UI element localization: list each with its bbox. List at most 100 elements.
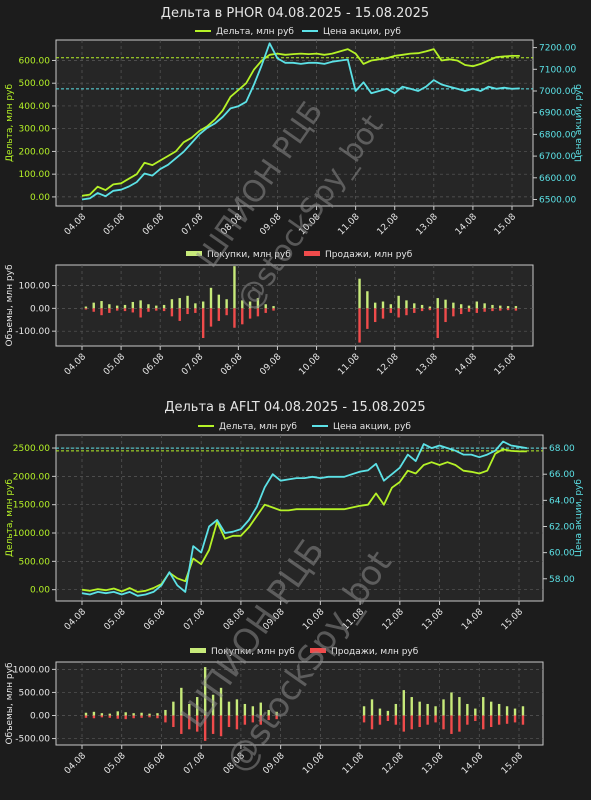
y-tick-label: 0.00 xyxy=(30,711,50,721)
buy-bar xyxy=(256,298,260,309)
buy-bar xyxy=(235,699,239,716)
sell-bar xyxy=(219,715,223,737)
buy-bar xyxy=(405,300,408,309)
y-axis-label: Объемы, млн руб xyxy=(5,662,15,744)
buy-bar xyxy=(267,709,270,716)
y2-tick-label: 6600.00 xyxy=(539,174,576,184)
buy-bar xyxy=(413,303,416,309)
buy-bar xyxy=(194,303,197,309)
buy-bar xyxy=(452,302,455,309)
y2-tick-label: 64.00 xyxy=(549,496,575,506)
buy-bar xyxy=(386,710,390,716)
buy-bar xyxy=(436,298,439,309)
y2-tick-label: 6900.00 xyxy=(539,109,576,119)
buy-bar xyxy=(389,304,393,309)
sell-bar xyxy=(115,308,119,311)
plot-area xyxy=(55,661,544,746)
sell-bar xyxy=(474,715,477,722)
sell-bar xyxy=(436,308,439,339)
sell-bar xyxy=(267,715,270,721)
buy-bar xyxy=(156,713,159,716)
y-tick-label: -500.00 xyxy=(15,735,50,745)
sell-bar xyxy=(458,715,461,732)
buy-bar xyxy=(521,706,525,716)
y-tick-label: 100.00 xyxy=(19,170,51,180)
y-tick-label: 100.00 xyxy=(19,282,51,292)
sell-bar xyxy=(251,715,255,723)
buy-bar xyxy=(442,699,445,716)
y2-tick-label: 6700.00 xyxy=(539,152,576,162)
sell-bar xyxy=(434,715,437,723)
buy-bar xyxy=(358,278,361,309)
sell-bar xyxy=(162,308,166,312)
y-axis-label: Дельта, млн руб xyxy=(5,479,15,557)
buy-bar xyxy=(483,303,486,309)
buy-bar xyxy=(466,703,469,716)
delta-series-line xyxy=(81,448,527,593)
y-tick-label: 1500.00 xyxy=(13,501,50,511)
sell-bar xyxy=(366,308,369,329)
sell-bar xyxy=(444,308,447,323)
buy-bar xyxy=(482,697,485,716)
buy-bar xyxy=(196,697,199,716)
buy-bar xyxy=(84,712,88,716)
sell-bar xyxy=(164,715,167,723)
sell-bar xyxy=(100,308,103,316)
sell-bar xyxy=(92,715,96,719)
plot-area xyxy=(55,434,544,602)
sell-bar xyxy=(188,715,191,730)
y-tick-label: 200.00 xyxy=(19,147,51,157)
buy-bar xyxy=(402,690,405,716)
sell-bar xyxy=(148,715,151,718)
sell-bar xyxy=(132,715,135,719)
buy-bar xyxy=(148,713,151,716)
sell-bar xyxy=(521,715,525,725)
sell-bar xyxy=(370,715,374,730)
sell-bar xyxy=(450,715,453,734)
sell-bar xyxy=(467,308,471,312)
phor-chart-title: Дельта в PHOR 04.08.2025 - 15.08.2025 xyxy=(161,6,429,21)
sell-bar xyxy=(248,308,252,319)
sell-bar xyxy=(155,308,158,311)
sell-bar xyxy=(442,715,445,730)
buy-bar xyxy=(467,305,471,309)
sell-bar xyxy=(84,715,88,718)
y2-tick-label: 62.00 xyxy=(549,522,575,532)
y-tick-label: 0.00 xyxy=(30,586,50,596)
sell-bar xyxy=(92,308,95,312)
sell-bar xyxy=(235,715,239,730)
sell-bar xyxy=(499,308,502,311)
buy-bar xyxy=(241,300,244,309)
legend-swatch xyxy=(304,251,320,256)
buy-bar xyxy=(188,703,191,716)
sell-bar xyxy=(413,308,416,313)
y-tick-label: 500.00 xyxy=(19,688,51,698)
buy-bar xyxy=(428,306,432,309)
sell-bar xyxy=(483,308,486,312)
buy-bar xyxy=(410,697,413,716)
buy-bar xyxy=(514,306,518,309)
y2-tick-label: 7100.00 xyxy=(539,65,576,75)
plot-area xyxy=(55,39,534,207)
sell-bar xyxy=(386,715,390,722)
buy-bar xyxy=(381,301,385,309)
sell-bar xyxy=(225,308,228,316)
y2-tick-label: 58.00 xyxy=(549,575,575,585)
sell-bar xyxy=(201,308,205,339)
y2-tick-label: 7200.00 xyxy=(539,44,576,54)
buy-bar xyxy=(497,703,501,716)
sell-bar xyxy=(203,715,207,741)
buy-bar xyxy=(474,708,477,716)
y-tick-label: 300.00 xyxy=(19,125,51,135)
sell-bar xyxy=(506,308,510,311)
buy-bar xyxy=(178,298,181,309)
sell-bar xyxy=(505,715,509,724)
buy-bar xyxy=(131,301,135,309)
legend-swatch xyxy=(310,648,326,653)
buy-bar xyxy=(248,301,252,309)
sell-bar xyxy=(394,715,398,725)
sell-bar xyxy=(275,715,278,720)
sell-bar xyxy=(196,715,199,732)
sell-bar xyxy=(178,308,181,321)
buy-bar xyxy=(180,687,183,716)
